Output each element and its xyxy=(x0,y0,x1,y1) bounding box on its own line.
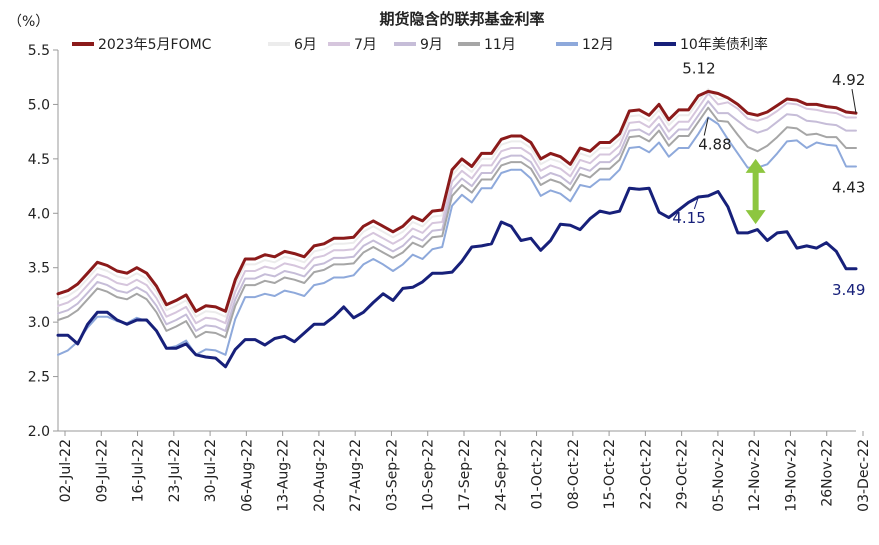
x-tick-label: 24-Sep-22 xyxy=(493,439,509,511)
y-tick-label: 4.0 xyxy=(28,206,50,222)
annotation-dec-peak: 4.88 xyxy=(698,135,731,153)
x-tick-label: 13-Aug-22 xyxy=(276,439,292,512)
x-tick-label: 20-Aug-22 xyxy=(312,439,328,512)
x-tick-label: 02-Jul-22 xyxy=(58,439,74,502)
spread-arrow-head-top xyxy=(745,158,766,173)
x-tick-label: 22-Oct-22 xyxy=(638,439,654,509)
x-tick-label: 15-Oct-22 xyxy=(602,439,618,509)
x-tick-label: 29-Oct-22 xyxy=(675,439,691,509)
annotation-may-latest: 4.92 xyxy=(832,71,865,89)
series-layer xyxy=(56,88,858,369)
x-tick-label: 08-Oct-22 xyxy=(566,439,582,509)
annotation-leader xyxy=(693,196,699,210)
x-tick-label: 19-Nov-22 xyxy=(783,439,799,512)
legend-label: 11月 xyxy=(484,37,516,53)
x-axis: 02-Jul-22 09-Jul-22 16-Jul-22 23-Jul-22 30-J… xyxy=(58,430,872,512)
series-line-4 xyxy=(57,106,857,339)
annotation-leader xyxy=(851,89,857,114)
y-tick-label: 5.0 xyxy=(28,97,50,113)
x-tick-label: 16-Jul-22 xyxy=(131,439,147,502)
annotation-labels: 5.12 4.92 4.88 4.43 4.15 3.49 xyxy=(672,59,865,298)
x-tick-label: 26Nov-22 xyxy=(820,439,836,507)
legend: 2023年5月FOMC 6月 7月 9月 11月 12月 10年美债利率 xyxy=(72,36,768,53)
annotation-may-peak: 5.12 xyxy=(682,59,715,77)
series-line-3 xyxy=(57,100,857,332)
annotation-markers xyxy=(693,89,857,210)
series-line-6 xyxy=(56,186,858,369)
y-axis: 2.0 2.5 3.0 3.5 4.0 4.5 5.0 5.5 xyxy=(28,43,59,440)
x-tick-label: 06-Aug-22 xyxy=(239,439,255,512)
series-line-2 xyxy=(57,92,857,325)
x-tick-label: 12-Nov-22 xyxy=(747,439,763,512)
x-tick-label: 10-Sep-22 xyxy=(421,439,437,511)
y-tick-label: 3.5 xyxy=(28,261,50,277)
legend-label: 12月 xyxy=(582,37,614,53)
x-tick-label: 23-Jul-22 xyxy=(167,439,183,502)
annotation-10y-latest: 3.49 xyxy=(832,281,865,299)
x-tick-label: 30-Jul-22 xyxy=(203,439,219,502)
spread-arrow xyxy=(745,158,766,225)
legend-label: 7月 xyxy=(354,37,377,53)
legend-label: 6月 xyxy=(294,37,317,53)
spread-arrow-head-bottom xyxy=(745,210,766,225)
x-tick-label: 03-Sep-22 xyxy=(384,439,400,511)
annotation-10y-peak: 4.15 xyxy=(672,209,705,227)
x-tick-label: 01-Oct-22 xyxy=(530,439,546,509)
y-axis-unit-label: （%） xyxy=(8,14,49,30)
x-tick-label: 09-Jul-22 xyxy=(94,439,110,502)
annotation-dec-latest: 4.43 xyxy=(832,178,865,196)
series-line-0 xyxy=(56,89,858,313)
x-tick-label: 27-Aug-22 xyxy=(348,439,364,512)
x-tick-label: 17-Sep-22 xyxy=(457,439,473,511)
series-line-1 xyxy=(57,88,857,318)
legend-label: 9月 xyxy=(420,37,443,53)
legend-label: 10年美债利率 xyxy=(680,36,768,53)
y-tick-label: 5.5 xyxy=(28,43,50,59)
legend-label: 2023年5月FOMC xyxy=(98,37,212,53)
y-tick-label: 4.5 xyxy=(28,152,50,168)
chart-title: 期货隐含的联邦基金利率 xyxy=(379,10,544,28)
y-tick-label: 3.0 xyxy=(28,315,50,331)
x-tick-label: 03-Dec-22 xyxy=(856,439,872,512)
y-tick-label: 2.0 xyxy=(28,424,50,440)
x-tick-label: 05-Nov-22 xyxy=(711,439,727,512)
y-tick-label: 2.5 xyxy=(28,370,50,386)
annotation-leader xyxy=(703,117,709,136)
